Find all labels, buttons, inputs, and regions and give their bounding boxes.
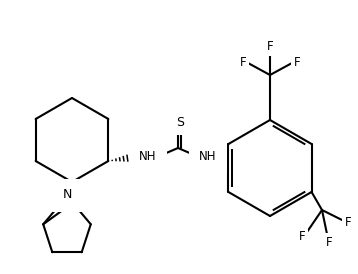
Text: N: N (62, 189, 72, 201)
Text: NH: NH (139, 150, 157, 164)
Text: F: F (299, 230, 305, 244)
Text: S: S (176, 116, 184, 129)
Text: F: F (326, 235, 332, 249)
Text: F: F (345, 215, 351, 229)
Text: F: F (267, 41, 273, 53)
Polygon shape (64, 182, 72, 190)
Text: F: F (240, 56, 246, 68)
Text: NH: NH (199, 150, 217, 164)
Text: F: F (294, 56, 300, 68)
